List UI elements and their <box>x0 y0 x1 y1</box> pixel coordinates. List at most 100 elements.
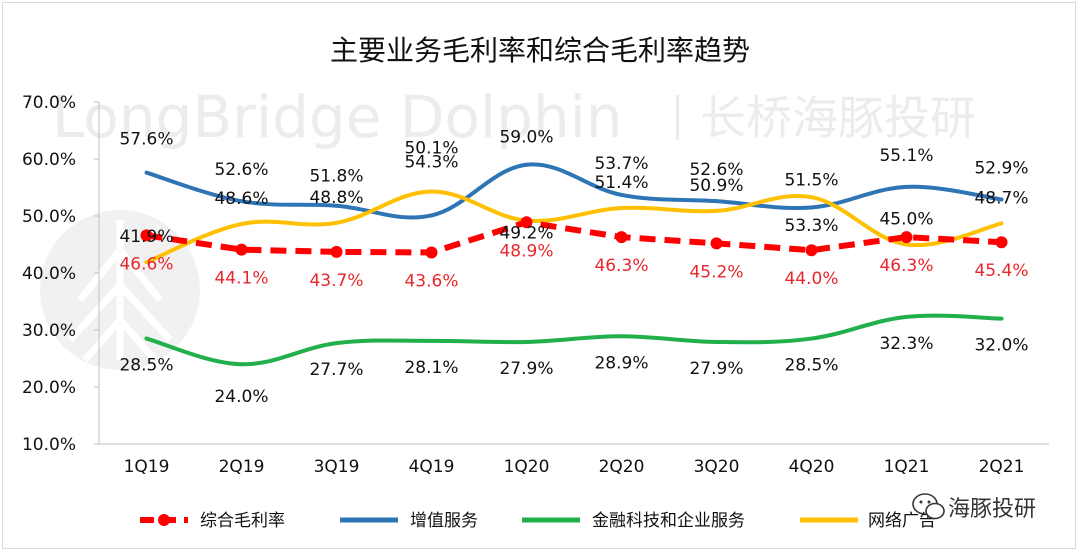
x-tick-label: 2Q20 <box>599 457 645 477</box>
data-point-fintech <box>999 316 1004 321</box>
data-label-overall: 46.6% <box>119 254 173 274</box>
y-tick-label: 20.0% <box>22 378 76 398</box>
legend-marker-overall <box>158 514 170 526</box>
data-label-overall: 46.3% <box>879 256 933 276</box>
data-point-vas <box>809 205 814 210</box>
data-label-vas: 57.6% <box>119 130 173 150</box>
data-point-ads <box>999 221 1004 226</box>
data-point-overall <box>995 236 1008 249</box>
data-label-overall: 46.3% <box>594 256 648 276</box>
data-point-vas <box>334 203 339 208</box>
brand-badge: 海豚投研 <box>912 493 1036 522</box>
x-tick-label: 2Q19 <box>219 457 265 477</box>
data-point-vas <box>999 197 1004 202</box>
data-point-overall <box>330 245 343 258</box>
data-label-fintech: 32.3% <box>879 334 933 354</box>
data-label-vas: 53.7% <box>594 154 648 174</box>
series-line-overall <box>146 219 1002 256</box>
data-point-fintech <box>334 341 339 346</box>
legend-label-ads: 网络广告 <box>868 511 936 531</box>
x-tick-label: 3Q19 <box>314 457 360 477</box>
x-tick-label: 4Q19 <box>409 457 455 477</box>
data-label-ads: 48.7% <box>974 188 1028 208</box>
wechat-icon <box>912 493 945 520</box>
chart-title: 主要业务毛利率和综合毛利率趋势 <box>330 34 750 67</box>
data-label-ads: 49.2% <box>499 224 553 244</box>
data-point-vas <box>619 192 624 197</box>
x-tick-label: 1Q20 <box>504 457 550 477</box>
y-tick-label: 50.0% <box>22 207 76 227</box>
x-tick-label: 2Q21 <box>979 457 1025 477</box>
data-label-ads: 53.3% <box>784 216 838 236</box>
watermark-text: LongBridge Dolphin <box>52 83 623 151</box>
series-line-fintech <box>145 313 1002 367</box>
data-label-vas: 54.3% <box>404 152 458 172</box>
legend-item-ads[interactable]: 网络广告 <box>800 511 936 531</box>
data-label-vas: 55.1% <box>879 146 933 166</box>
data-label-overall: 44.1% <box>214 269 268 289</box>
data-point-fintech <box>524 339 529 344</box>
data-point-overall <box>140 229 153 242</box>
data-point-ads <box>809 195 814 200</box>
y-tick-label: 10.0% <box>22 435 76 455</box>
data-label-ads: 50.1% <box>404 138 458 158</box>
data-point-overall <box>710 237 723 250</box>
data-point-ads <box>619 206 624 211</box>
legend-item-fintech[interactable]: 金融科技和企业服务 <box>522 511 745 531</box>
data-label-overall: 43.7% <box>309 271 363 291</box>
data-label-fintech: 28.1% <box>404 358 458 378</box>
brand-text: 海豚投研 <box>948 497 1036 522</box>
x-tick-label: 1Q19 <box>124 457 170 477</box>
data-label-vas: 59.0% <box>499 128 553 148</box>
data-point-vas <box>904 184 909 189</box>
y-tick-label: 30.0% <box>22 321 76 341</box>
legend-item-overall[interactable]: 综合毛利率 <box>140 511 285 531</box>
data-label-vas: 52.9% <box>974 158 1028 178</box>
x-tick-label: 4Q20 <box>789 457 835 477</box>
data-label-overall: 43.6% <box>404 271 458 291</box>
data-labels: 57.6% 52.6% 51.8% 54.3% 59.0% 53.7% 52.6% 51.5%… <box>119 128 1028 408</box>
y-tick-label: 40.0% <box>22 264 76 284</box>
data-label-vas: 52.6% <box>214 160 268 180</box>
data-point-ads <box>239 221 244 226</box>
data-label-ads: 41.9% <box>119 227 173 247</box>
data-label-ads: 50.9% <box>689 176 743 196</box>
legend-label-vas: 增值服务 <box>410 511 478 531</box>
watermark-cn-text: 长桥海豚投研 <box>700 91 976 145</box>
x-tick-label: 1Q21 <box>884 457 930 477</box>
data-point-overall <box>900 231 913 244</box>
legend-item-vas[interactable]: 增值服务 <box>340 511 478 531</box>
data-point-ads <box>904 242 909 247</box>
data-point-ads <box>714 208 719 213</box>
data-point-vas <box>524 162 529 167</box>
legend-label-fintech: 金融科技和企业服务 <box>592 511 745 531</box>
data-label-fintech: 28.9% <box>594 353 648 373</box>
series-line-ads <box>145 189 1002 265</box>
data-label-fintech: 24.0% <box>214 387 268 407</box>
data-point-fintech <box>619 334 624 339</box>
data-point-fintech <box>809 336 814 341</box>
data-point-overall <box>425 246 438 259</box>
data-point-fintech <box>904 314 909 319</box>
data-point-ads <box>144 260 149 265</box>
watermark: LongBridge Dolphin 长桥海豚投研 <box>40 83 976 370</box>
data-point-vas <box>144 170 149 175</box>
data-point-vas <box>429 213 434 218</box>
data-label-ads: 45.0% <box>879 210 933 230</box>
data-label-overall: 45.2% <box>689 262 743 282</box>
legend-label-overall: 综合毛利率 <box>200 511 285 531</box>
data-label-overall: 48.9% <box>499 241 553 261</box>
data-point-overall <box>615 231 628 244</box>
data-label-vas: 51.8% <box>309 167 363 187</box>
data-label-fintech: 27.7% <box>309 360 363 380</box>
x-axis: 1Q19 2Q19 3Q19 4Q19 1Q20 2Q20 3Q20 4Q20 1Q21 2Q21 <box>124 457 1025 477</box>
data-label-ads: 48.6% <box>214 189 268 209</box>
y-tick-label: 70.0% <box>22 93 76 113</box>
data-label-fintech: 32.0% <box>974 336 1028 356</box>
x-tick-label: 3Q20 <box>694 457 740 477</box>
data-label-fintech: 27.9% <box>689 359 743 379</box>
data-point-vas <box>714 199 719 204</box>
data-point-vas <box>239 199 244 204</box>
